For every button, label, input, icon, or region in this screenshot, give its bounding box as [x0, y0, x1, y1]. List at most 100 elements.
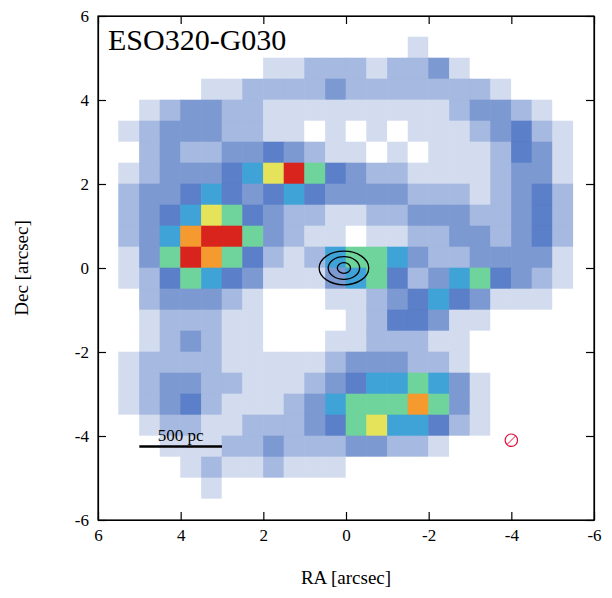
heatmap-cell [573, 37, 594, 58]
heatmap-cell [139, 247, 160, 268]
contour [337, 263, 350, 274]
heatmap-cell [449, 394, 470, 415]
heatmap-cell [511, 58, 532, 79]
contour [328, 257, 359, 280]
heatmap-cell [263, 394, 284, 415]
heatmap-cell [222, 142, 243, 163]
heatmap-cell [305, 457, 326, 478]
heatmap-cell [491, 499, 512, 520]
heatmap-cell [305, 37, 326, 58]
heatmap-cell [222, 79, 243, 100]
heatmap-cell [98, 58, 119, 79]
heatmap-cell [367, 310, 388, 331]
heatmap-cell [491, 436, 512, 457]
heatmap-cell [119, 289, 140, 310]
heatmap-cell [284, 79, 305, 100]
heatmap-cell [305, 415, 326, 436]
heatmap-cell [181, 79, 202, 100]
heatmap-cell [346, 100, 367, 121]
heatmap-cell [346, 415, 367, 436]
heatmap-cell [573, 457, 594, 478]
heatmap-cell [511, 373, 532, 394]
heatmap-cell [511, 310, 532, 331]
heatmap-cell [553, 436, 574, 457]
heatmap-cell [429, 268, 450, 289]
heatmap-cell [367, 37, 388, 58]
heatmap-cell [284, 499, 305, 520]
heatmap-cell [553, 16, 574, 37]
heatmap-cell [305, 352, 326, 373]
heatmap-cell [573, 16, 594, 37]
heatmap-cell [284, 331, 305, 352]
heatmap-cell [511, 100, 532, 121]
heatmap-cell [160, 457, 181, 478]
contours [319, 251, 369, 285]
tick-mark [586, 268, 594, 269]
heatmap-cell [284, 205, 305, 226]
heatmap-cell [511, 499, 532, 520]
tick-mark [98, 184, 106, 185]
heatmap-cell [284, 121, 305, 142]
heatmap-cell [346, 121, 367, 142]
tick-mark [98, 436, 106, 437]
tick-mark [98, 100, 106, 101]
heatmap-cell [263, 58, 284, 79]
heatmap-cell [139, 331, 160, 352]
tick-label: 6 [81, 7, 90, 26]
heatmap-cell [429, 184, 450, 205]
heatmap-cell [532, 436, 553, 457]
heatmap-cell [449, 100, 470, 121]
heatmap-cell [470, 37, 491, 58]
heatmap-cell [181, 184, 202, 205]
heatmap-cell [491, 100, 512, 121]
heatmap-cell [305, 121, 326, 142]
heatmap-cell [160, 268, 181, 289]
heatmap-cell [449, 310, 470, 331]
heatmap-cell [325, 499, 346, 520]
heatmap-cell [367, 394, 388, 415]
tick-mark [511, 512, 512, 520]
tick-mark [586, 100, 594, 101]
heatmap-cell [160, 205, 181, 226]
heatmap-cell [284, 352, 305, 373]
heatmap-cell [470, 163, 491, 184]
tick-mark [586, 436, 594, 437]
heatmap-cell [491, 226, 512, 247]
heatmap-cell [201, 79, 222, 100]
heatmap-cell [449, 121, 470, 142]
heatmap-cell [346, 79, 367, 100]
tick-label: 4 [177, 526, 186, 545]
heatmap-cell [243, 415, 264, 436]
heatmap-cell [325, 331, 346, 352]
heatmap-cell [532, 121, 553, 142]
heatmap-cell [573, 58, 594, 79]
heatmap-cell [367, 121, 388, 142]
heatmap-cell [491, 58, 512, 79]
heatmap-cell [429, 16, 450, 37]
heatmap-cell [98, 478, 119, 499]
heatmap-cell [553, 457, 574, 478]
heatmap-cell [491, 352, 512, 373]
heatmap-cell [201, 247, 222, 268]
tick-mark [586, 520, 594, 521]
heatmap-cell [98, 352, 119, 373]
heatmap-cell [470, 100, 491, 121]
heatmap-cell [449, 37, 470, 58]
heatmap-cell [553, 37, 574, 58]
heatmap-cell [181, 205, 202, 226]
heatmap-cell [511, 478, 532, 499]
heatmap-cell [284, 436, 305, 457]
heatmap-cell [367, 226, 388, 247]
heatmap-cell [160, 394, 181, 415]
heatmap-cell [532, 16, 553, 37]
heatmap-cell [573, 331, 594, 352]
heatmap-cell [98, 79, 119, 100]
heatmap-cell [429, 58, 450, 79]
heatmap-cell [325, 58, 346, 79]
heatmap-cell [532, 100, 553, 121]
heatmap-cell [491, 331, 512, 352]
heatmap-cell [553, 184, 574, 205]
tick-mark [586, 352, 594, 353]
y-axis-title: Dec [arcsec] [11, 220, 32, 315]
heatmap-cell [98, 205, 119, 226]
